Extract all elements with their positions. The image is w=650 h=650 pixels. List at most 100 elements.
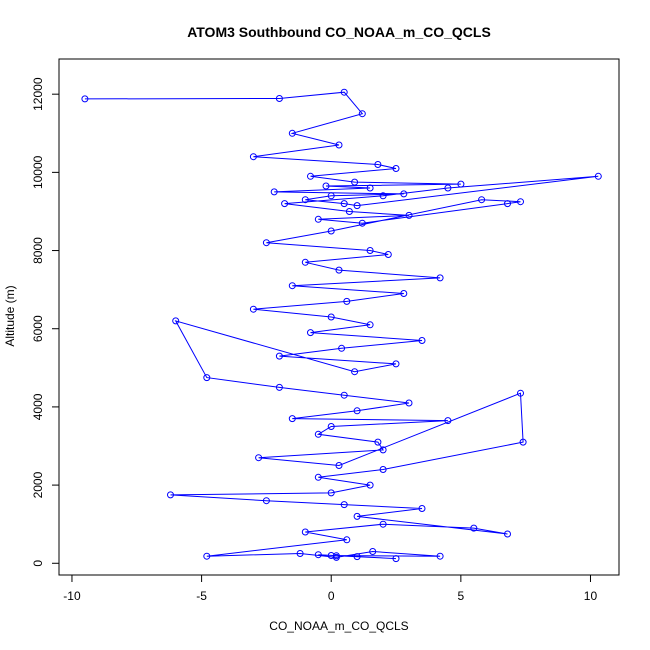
- data-point: [366, 247, 374, 254]
- x-axis: -10 -5 0 5 10: [63, 574, 598, 603]
- y-tick-label: 8000: [31, 237, 45, 264]
- data-point: [366, 184, 374, 192]
- x-tick-label: -5: [196, 589, 207, 603]
- data-point: [301, 258, 309, 266]
- data-point: [351, 368, 359, 376]
- data-point: [307, 329, 314, 337]
- data-point: [418, 337, 426, 344]
- data-point: [353, 202, 361, 210]
- data-point: [366, 481, 374, 489]
- y-tick-label: 4000: [31, 393, 45, 420]
- data-point: [374, 161, 382, 168]
- data-point: [343, 536, 351, 544]
- data-point: [384, 251, 392, 258]
- data-point: [478, 196, 486, 204]
- data-point: [172, 317, 180, 325]
- data-point: [338, 344, 346, 352]
- data-point: [392, 360, 400, 368]
- data-point: [353, 512, 361, 520]
- data-point: [358, 219, 366, 227]
- data-point: [340, 88, 348, 96]
- data-point: [167, 491, 174, 499]
- data-point: [345, 208, 353, 215]
- data-point: [314, 215, 322, 223]
- data-point: [379, 520, 387, 528]
- data-point: [444, 417, 452, 425]
- data-point: [369, 548, 377, 555]
- data-point: [418, 505, 426, 512]
- data-point: [296, 550, 304, 557]
- data-point: [436, 552, 444, 560]
- data-point: [351, 178, 359, 186]
- data-point: [327, 552, 335, 559]
- data-point: [517, 389, 524, 397]
- data-point: [392, 555, 400, 563]
- data-point: [327, 489, 335, 497]
- data-point: [249, 153, 257, 161]
- data-point: [517, 198, 524, 206]
- series-layer: [81, 88, 602, 563]
- data-point: [400, 290, 408, 297]
- data-point: [379, 466, 387, 473]
- data-point: [307, 172, 314, 180]
- data-point: [314, 430, 322, 438]
- y-tick-label: 2000: [31, 471, 45, 498]
- data-point: [275, 383, 283, 391]
- plot-area: [58, 58, 620, 576]
- data-point: [327, 192, 335, 200]
- data-point: [358, 110, 366, 118]
- data-point: [270, 188, 278, 196]
- chart-title: ATOM3 Southbound CO_NOAA_m_CO_QCLS: [187, 24, 491, 40]
- data-point: [519, 438, 527, 446]
- data-point: [436, 274, 444, 282]
- data-point: [203, 552, 211, 560]
- data-point: [470, 524, 478, 532]
- data-point: [314, 473, 322, 481]
- data-point: [335, 266, 343, 274]
- data-point: [340, 391, 348, 399]
- data-point: [314, 551, 322, 559]
- data-point: [457, 180, 465, 188]
- x-tick-label: 10: [584, 589, 598, 603]
- data-point: [353, 553, 361, 561]
- data-point: [262, 497, 270, 505]
- x-tick-label: 0: [328, 589, 335, 603]
- data-point: [288, 415, 296, 423]
- data-point: [332, 552, 340, 560]
- data-point: [353, 407, 361, 415]
- data-point: [327, 313, 335, 321]
- series-line: [84, 91, 599, 560]
- data-point: [262, 239, 270, 247]
- data-point: [255, 454, 263, 462]
- data-point: [249, 305, 257, 313]
- x-tick-label: 5: [458, 589, 465, 603]
- data-point: [374, 438, 382, 446]
- data-point: [301, 196, 309, 204]
- data-point: [322, 182, 330, 190]
- data-point: [504, 200, 511, 208]
- y-tick-label: 12000: [31, 77, 45, 111]
- data-point: [301, 528, 309, 536]
- data-point: [379, 446, 387, 454]
- data-point: [288, 129, 296, 137]
- data-point: [343, 297, 351, 305]
- y-axis: 0 2000 4000 6000 8000 10000 12000: [31, 77, 60, 567]
- data-point: [327, 423, 335, 430]
- data-point: [335, 141, 343, 149]
- data-point: [444, 184, 452, 192]
- y-axis-label: Altitude (m): [3, 285, 17, 346]
- data-point: [392, 165, 400, 172]
- data-point: [81, 95, 89, 103]
- x-tick-label: -10: [63, 589, 81, 603]
- data-point: [288, 282, 296, 290]
- data-point: [405, 211, 413, 219]
- data-point: [335, 462, 343, 469]
- data-point: [327, 227, 335, 235]
- data-point: [504, 530, 511, 538]
- data-point: [340, 501, 348, 509]
- x-axis-label: CO_NOAA_m_CO_QCLS: [269, 619, 408, 633]
- y-tick-label: 10000: [31, 155, 45, 189]
- data-point: [379, 192, 387, 200]
- data-point: [594, 172, 602, 180]
